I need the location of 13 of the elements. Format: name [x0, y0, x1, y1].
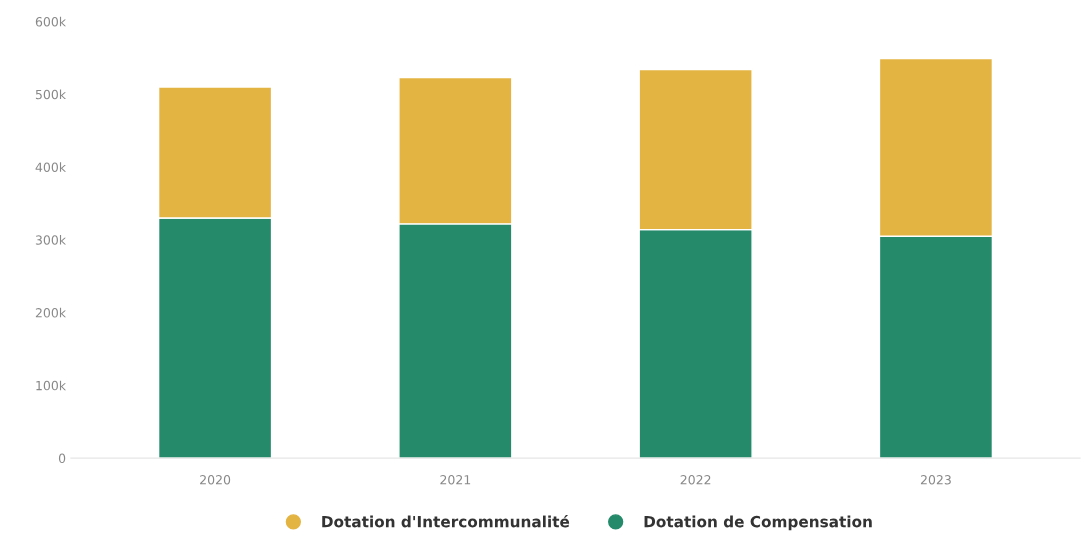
y-tick-label: 600k	[35, 16, 67, 27]
y-tick-label: 500k	[35, 89, 67, 100]
y-tick-label: 400k	[35, 162, 67, 173]
x-tick-label: 2021	[440, 475, 471, 485]
y-tick-label: 0	[58, 453, 66, 464]
x-tick-label: 2020	[200, 475, 231, 485]
x-tick-label: 2022	[680, 475, 711, 485]
legend-label: Dotation de Compensation	[644, 515, 872, 531]
y-tick-label: 100k	[36, 380, 67, 391]
x-tick-label: 2023	[920, 475, 951, 485]
y-tick-label: 200k	[35, 307, 67, 318]
legend-label: Dotation d'Intercommunalité	[322, 514, 570, 528]
y-tick-label: 300k	[35, 235, 67, 245]
